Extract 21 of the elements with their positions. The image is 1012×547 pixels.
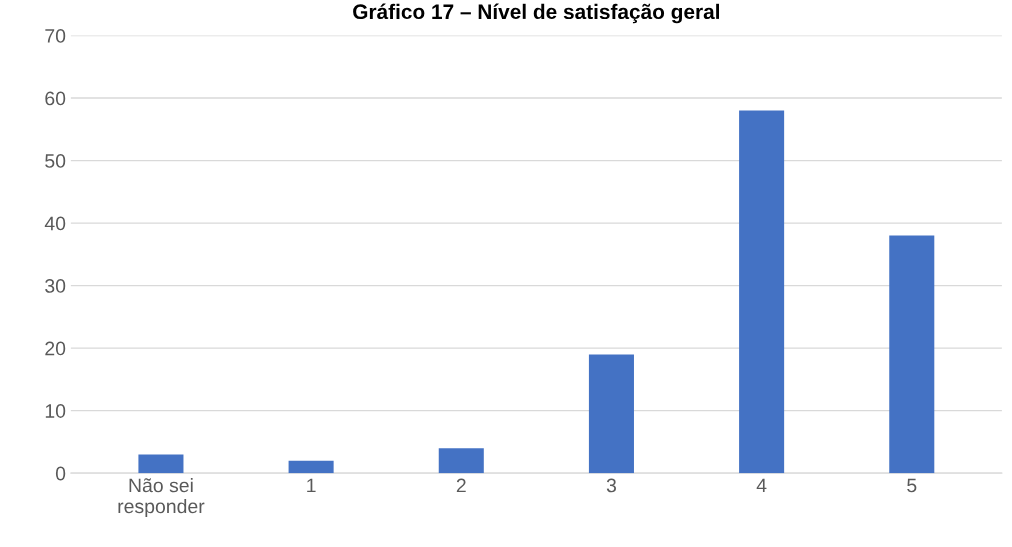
bar: [438, 448, 484, 474]
bar: [739, 110, 785, 474]
y-tick-label: 30: [45, 279, 66, 293]
x-tick-label: 2: [456, 478, 466, 493]
bar: [288, 460, 334, 474]
x-tick-label: 5: [907, 478, 917, 493]
x-tick-label: Não sei responder: [118, 478, 205, 518]
y-tick-label: 50: [45, 154, 66, 168]
y-tick-label: 0: [55, 466, 66, 481]
y-tick-label: 20: [45, 341, 66, 356]
bar: [588, 354, 634, 474]
y-tick-label: 70: [45, 29, 66, 43]
x-tick-label: 1: [307, 478, 316, 493]
x-tick-label: 4: [756, 478, 767, 493]
bar: [889, 235, 935, 474]
chart-title: Gráfico 17 – Nível de satisfação geral: [353, 3, 720, 24]
y-tick-label: 60: [45, 91, 66, 106]
x-tick-label: 3: [606, 478, 616, 493]
y-tick-label: 40: [44, 216, 66, 231]
y-tick-label: 10: [45, 404, 66, 418]
bar: [138, 454, 184, 474]
